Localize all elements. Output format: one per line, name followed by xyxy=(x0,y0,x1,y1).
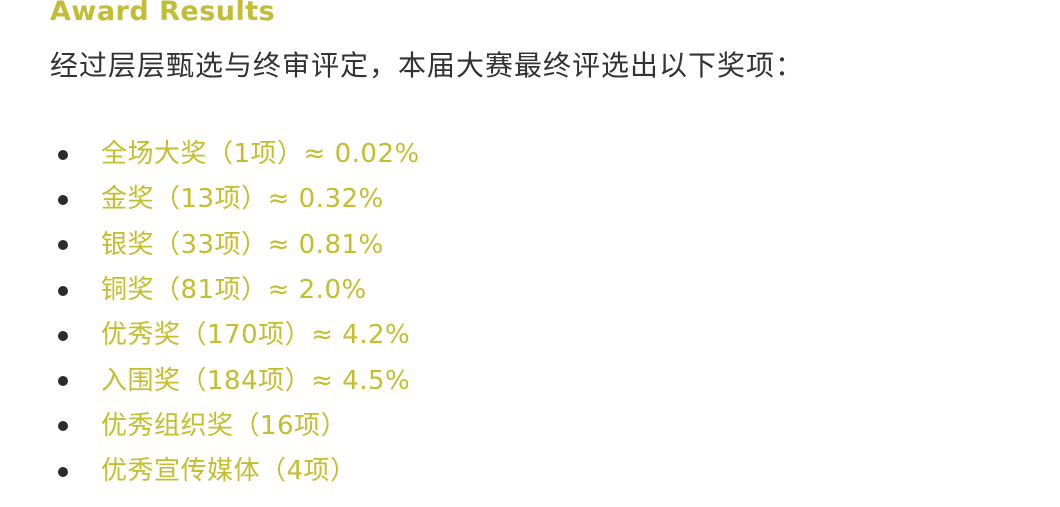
bullet-icon xyxy=(58,194,68,205)
bullet-icon xyxy=(58,330,68,341)
award-label: 入围奖（184项）≈ 4.5% xyxy=(101,365,411,396)
award-label: 铜奖（81项）≈ 2.0% xyxy=(101,275,367,306)
section-title: Award Results xyxy=(50,0,276,27)
list-item: 全场大奖（1项）≈ 0.02% xyxy=(58,132,420,177)
award-label: 银奖（33项）≈ 0.81% xyxy=(101,229,384,260)
list-item: 优秀组织奖（16项） xyxy=(58,404,420,449)
award-label: 优秀组织奖（16项） xyxy=(101,410,348,441)
bullet-icon xyxy=(58,285,68,296)
list-item: 银奖（33项）≈ 0.81% xyxy=(58,223,420,268)
list-item: 金奖（13项）≈ 0.32% xyxy=(58,177,420,222)
award-label: 金奖（13项）≈ 0.32% xyxy=(101,184,384,215)
bullet-icon xyxy=(58,466,68,477)
bullet-icon xyxy=(58,149,68,160)
award-label: 优秀奖（170项）≈ 4.2% xyxy=(101,320,411,351)
award-label: 全场大奖（1项）≈ 0.02% xyxy=(101,139,420,170)
list-item: 优秀奖（170项）≈ 4.2% xyxy=(58,313,420,358)
award-label: 优秀宣传媒体（4项） xyxy=(101,456,357,487)
bullet-icon xyxy=(58,240,68,251)
list-item: 优秀宣传媒体（4项） xyxy=(58,449,420,494)
intro-text: 经过层层甄选与终审评定，本届大赛最终评选出以下奖项： xyxy=(50,49,805,82)
list-item: 铜奖（81项）≈ 2.0% xyxy=(58,268,420,313)
bullet-icon xyxy=(58,421,68,432)
bullet-icon xyxy=(58,376,68,387)
award-list: 全场大奖（1项）≈ 0.02% 金奖（13项）≈ 0.32% 银奖（33项）≈ … xyxy=(58,132,420,494)
list-item: 入围奖（184项）≈ 4.5% xyxy=(58,358,420,403)
